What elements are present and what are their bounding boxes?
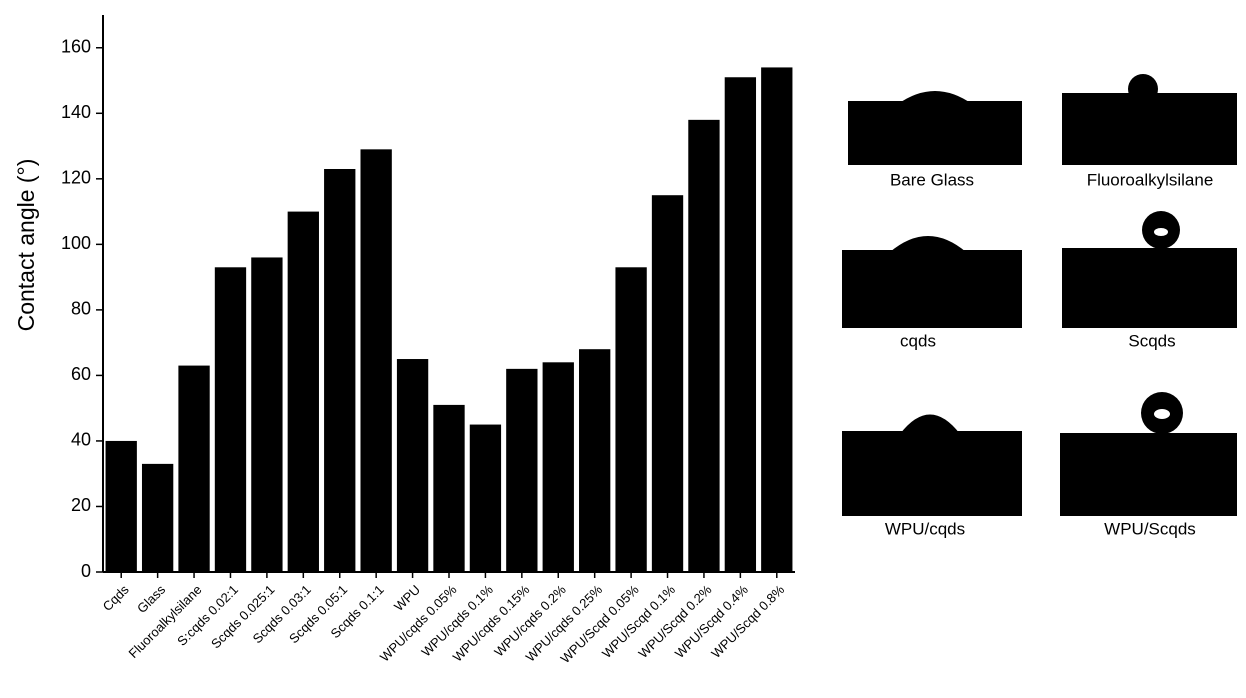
droplet (900, 415, 960, 435)
bar (324, 169, 355, 572)
image-label: Scqds (1128, 331, 1175, 350)
bar (178, 366, 209, 572)
bar (725, 77, 756, 572)
y-tick-label: 0 (81, 561, 91, 581)
bar (761, 67, 792, 572)
x-tick-label: Cqds (100, 582, 132, 614)
sample-image (1062, 93, 1237, 165)
droplet (890, 236, 966, 252)
x-tick-label: WPU (391, 582, 423, 614)
image-label: WPU/Scqds (1104, 519, 1196, 538)
figure: Contact angle (°) Bare Glass Fluoroalkyl… (0, 0, 1246, 693)
bar (506, 369, 537, 572)
bar (652, 195, 683, 572)
y-tick-label: 80 (71, 299, 91, 319)
bar (615, 267, 646, 572)
y-tick-label: 60 (71, 364, 91, 384)
bar (288, 212, 319, 572)
x-tick-label: Scqds 0.025:1 (208, 582, 277, 651)
y-tick-label: 120 (61, 168, 91, 188)
sample-image (842, 250, 1022, 328)
droplet (898, 91, 972, 104)
x-tick-label: Glass (134, 582, 168, 616)
y-tick-label: 20 (71, 495, 91, 515)
bar (106, 441, 137, 572)
bar (360, 149, 391, 572)
bar (688, 120, 719, 572)
bar (251, 257, 282, 572)
image-label: cqds (900, 331, 936, 350)
bar (470, 425, 501, 572)
sample-image (1062, 248, 1237, 328)
y-tick-label: 100 (61, 233, 91, 253)
y-tick-label: 140 (61, 102, 91, 122)
image-label: WPU/cqds (885, 519, 965, 538)
bar (543, 362, 574, 572)
sample-image (1060, 433, 1237, 516)
image-label: Fluoroalkylsilane (1087, 170, 1214, 189)
bar (397, 359, 428, 572)
sample-image (848, 101, 1022, 165)
y-tick-label: 40 (71, 430, 91, 450)
droplet (1128, 74, 1158, 104)
bar (142, 464, 173, 572)
bar (215, 267, 246, 572)
droplet-images: Bare Glass Fluoroalkylsilane cqds Scqds … (842, 74, 1237, 538)
droplet-highlight (1154, 409, 1170, 419)
y-tick-label: 160 (61, 37, 91, 57)
sample-image (842, 431, 1022, 516)
image-label: Bare Glass (890, 170, 974, 189)
bar (579, 349, 610, 572)
y-axis-label: Contact angle (°) (13, 159, 39, 332)
droplet-highlight (1154, 228, 1168, 236)
bar (433, 405, 464, 572)
